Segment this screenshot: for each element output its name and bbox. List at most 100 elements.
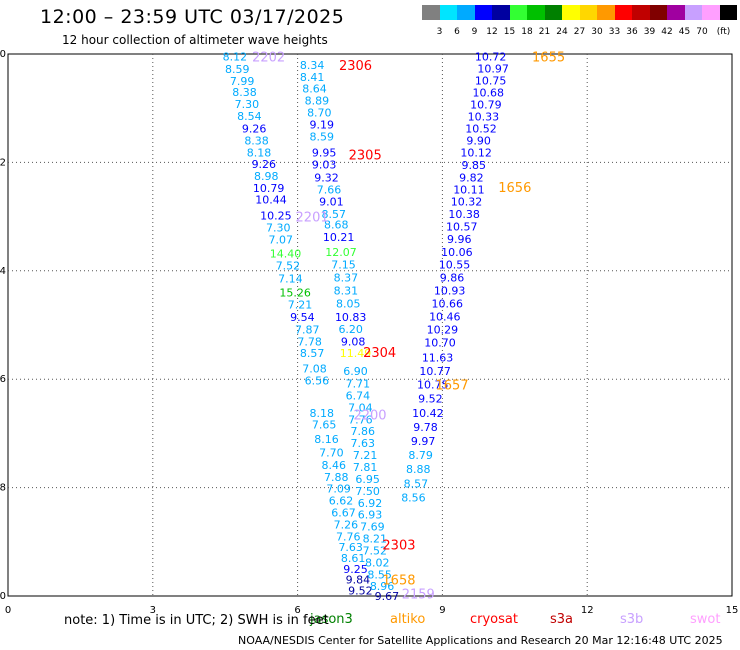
wave-height-label: 9.25 bbox=[343, 563, 368, 576]
pass-label: 2200 bbox=[353, 408, 386, 423]
pass-label: 2306 bbox=[339, 59, 372, 74]
wave-height-label: 9.95 bbox=[312, 147, 337, 160]
satellite-legend-s3a: s3a bbox=[550, 612, 574, 627]
x-tick-label: 9 bbox=[439, 605, 445, 616]
wave-height-label: 6.20 bbox=[338, 323, 363, 336]
pass-label: 1655 bbox=[532, 51, 565, 66]
wave-height-label: 10.77 bbox=[419, 365, 451, 378]
color-swatch bbox=[579, 5, 597, 20]
wave-height-label: 10.46 bbox=[429, 310, 461, 323]
color-scale-label: 6 bbox=[454, 27, 460, 37]
color-scale-label: 18 bbox=[521, 27, 533, 37]
y-tick-label: -32 bbox=[0, 157, 6, 168]
chart-subtitle: 12 hour collection of altimeter wave hei… bbox=[62, 33, 328, 47]
wave-height-label: 7.04 bbox=[348, 401, 373, 414]
wave-height-label: 8.96 bbox=[370, 580, 395, 593]
wave-height-label: 8.57 bbox=[404, 477, 429, 490]
x-tick-label: 0 bbox=[5, 605, 11, 616]
wave-height-label: 8.41 bbox=[300, 71, 325, 84]
wave-height-label: 7.63 bbox=[351, 437, 376, 450]
wave-height-label: 7.87 bbox=[295, 323, 320, 336]
wave-height-label: 9.67 bbox=[375, 590, 400, 603]
wave-height-label: 8.70 bbox=[307, 107, 332, 120]
pass-label: 2303 bbox=[382, 539, 415, 554]
wave-height-label: 7.66 bbox=[317, 184, 342, 197]
wave-height-label: 6.62 bbox=[329, 495, 354, 508]
wave-height-label: 8.79 bbox=[408, 449, 433, 462]
wave-height-label: 6.92 bbox=[358, 497, 383, 510]
color-scale-label: (ft) bbox=[716, 27, 731, 37]
pass-label: 2305 bbox=[349, 148, 382, 163]
plot-frame bbox=[7, 53, 733, 597]
wave-height-label: 7.30 bbox=[235, 98, 260, 111]
wave-height-label: 7.07 bbox=[268, 233, 293, 246]
pass-label: 2159 bbox=[402, 587, 435, 602]
wave-height-label: 10.97 bbox=[477, 63, 509, 76]
wave-height-label: 9.26 bbox=[252, 158, 277, 171]
wave-height-label: 7.52 bbox=[363, 544, 388, 557]
wave-height-label: 10.75 bbox=[475, 75, 507, 88]
color-swatch bbox=[422, 5, 440, 20]
color-swatch bbox=[719, 5, 737, 20]
wave-height-label: 7.30 bbox=[266, 221, 291, 234]
color-swatch bbox=[544, 5, 562, 20]
wave-height-label: 7.76 bbox=[348, 413, 373, 426]
satellite-legend-swot: swot bbox=[690, 612, 721, 627]
wave-height-label: 10.68 bbox=[473, 86, 505, 99]
wave-height-label: 8.37 bbox=[334, 271, 359, 284]
wave-height-label: 9.01 bbox=[319, 195, 344, 208]
wave-height-label: 10.42 bbox=[412, 407, 444, 420]
color-scale-label: 15 bbox=[503, 27, 516, 37]
wave-height-label: 6.95 bbox=[355, 473, 380, 486]
color-scale-label: 30 bbox=[591, 27, 603, 37]
wave-height-label: 8.46 bbox=[322, 459, 347, 472]
wave-height-label: 9.32 bbox=[314, 172, 339, 185]
wave-height-label: 7.88 bbox=[324, 471, 349, 484]
wave-height-label: 7.70 bbox=[319, 446, 344, 459]
wave-height-label: 9.52 bbox=[418, 393, 443, 406]
wave-height-label: 8.12 bbox=[223, 51, 248, 64]
wave-height-label: 8.56 bbox=[401, 491, 426, 504]
wave-height-label: 9.86 bbox=[440, 271, 465, 284]
wave-height-label: 9.84 bbox=[346, 574, 371, 587]
wave-height-label: 14.40 bbox=[270, 247, 302, 260]
y-tick-label: -36 bbox=[0, 374, 6, 385]
wave-height-label: 8.61 bbox=[341, 552, 366, 565]
wave-height-label: 10.66 bbox=[431, 297, 463, 310]
wave-height-label: 7.76 bbox=[336, 530, 361, 543]
wave-height-label: 8.59 bbox=[309, 130, 334, 143]
wave-height-label: 10.12 bbox=[460, 147, 492, 160]
wave-height-label: 8.31 bbox=[334, 284, 359, 297]
wave-height-label: 10.79 bbox=[470, 98, 502, 111]
wave-height-label: 8.34 bbox=[300, 59, 325, 72]
wave-height-label: 8.68 bbox=[324, 219, 349, 232]
wave-height-label: 10.52 bbox=[465, 122, 497, 135]
wave-height-label: 10.83 bbox=[335, 311, 367, 324]
wave-height-label: 12.07 bbox=[325, 246, 357, 259]
wave-height-label: 9.52 bbox=[348, 585, 373, 598]
color-swatch bbox=[457, 5, 475, 20]
wave-height-label: 6.93 bbox=[358, 509, 383, 522]
color-swatch bbox=[684, 5, 702, 20]
footer-credit: NOAA/NESDIS Center for Satellite Applica… bbox=[238, 634, 723, 647]
wave-height-label: 7.14 bbox=[278, 272, 303, 285]
color-swatch bbox=[439, 5, 457, 20]
wave-height-label: 7.21 bbox=[353, 449, 378, 462]
wave-height-label: 9.26 bbox=[242, 122, 267, 135]
wave-height-label: 8.21 bbox=[363, 533, 388, 546]
wave-height-label: 9.97 bbox=[411, 435, 436, 448]
wave-height-label: 9.85 bbox=[462, 159, 487, 172]
color-scale-label: 70 bbox=[696, 27, 708, 37]
wave-height-label: 9.96 bbox=[447, 233, 472, 246]
wave-height-label: 7.15 bbox=[331, 258, 356, 271]
wave-height-label: 6.56 bbox=[305, 374, 330, 387]
wave-height-label: 8.57 bbox=[300, 347, 325, 360]
wave-height-label: 10.32 bbox=[451, 195, 483, 208]
y-tick-label: -38 bbox=[0, 483, 6, 494]
wave-height-label: 8.18 bbox=[309, 407, 334, 420]
x-tick-label: 15 bbox=[726, 605, 739, 616]
pass-label: 2304 bbox=[363, 346, 396, 361]
wave-height-label: 10.29 bbox=[427, 323, 459, 336]
wave-height-label: 9.19 bbox=[309, 118, 334, 131]
